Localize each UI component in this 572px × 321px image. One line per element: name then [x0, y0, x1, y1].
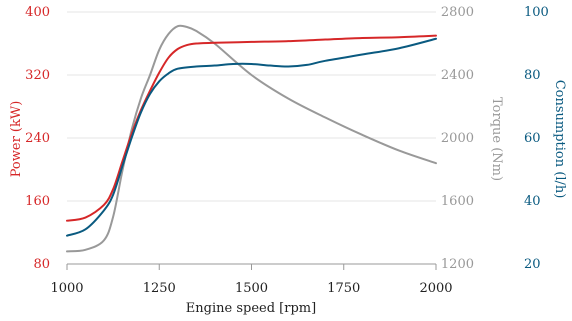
power-tick-label: 240: [25, 131, 50, 146]
consumption-tick-label: 100: [524, 5, 549, 20]
series-layer: [66, 24, 437, 253]
consumption-axis-title: Consumption (l/h): [552, 80, 567, 199]
power-axis-ticks: 80 160 240 320 400: [25, 5, 50, 272]
x-tick-label: 1500: [235, 281, 268, 296]
torque-tick-label: 1600: [441, 194, 474, 209]
torque-tick-label: 2400: [441, 68, 474, 83]
torque-series-line: [66, 24, 437, 253]
torque-tick-label: 2800: [441, 5, 474, 20]
x-tick-label: 1750: [327, 281, 360, 296]
power-series-line: [66, 34, 437, 222]
consumption-tick-label: 20: [524, 257, 541, 272]
x-axis-ticks: 1000 1250 1500 1750 2000: [50, 264, 453, 296]
power-tick-label: 400: [25, 5, 50, 20]
x-tick-label: 2000: [419, 281, 452, 296]
consumption-axis-ticks: 20 40 60 80 100: [524, 5, 549, 272]
power-axis-title: Power (kW): [9, 101, 24, 178]
torque-tick-label: 2000: [441, 131, 474, 146]
torque-axis-ticks: 1200 1600 2000 2400 2800: [441, 5, 474, 272]
power-tick-label: 160: [25, 194, 50, 209]
consumption-series-line: [66, 37, 437, 237]
power-tick-label: 80: [33, 257, 50, 272]
x-tick-label: 1000: [50, 281, 83, 296]
consumption-tick-label: 80: [524, 68, 541, 83]
power-tick-label: 320: [25, 68, 50, 83]
torque-tick-label: 1200: [441, 257, 474, 272]
x-axis-title: Engine speed [rpm]: [186, 301, 316, 316]
consumption-tick-label: 60: [524, 131, 541, 146]
x-tick-label: 1250: [143, 281, 176, 296]
torque-axis-title: Torque (Nm): [489, 97, 504, 181]
consumption-tick-label: 40: [524, 194, 541, 209]
